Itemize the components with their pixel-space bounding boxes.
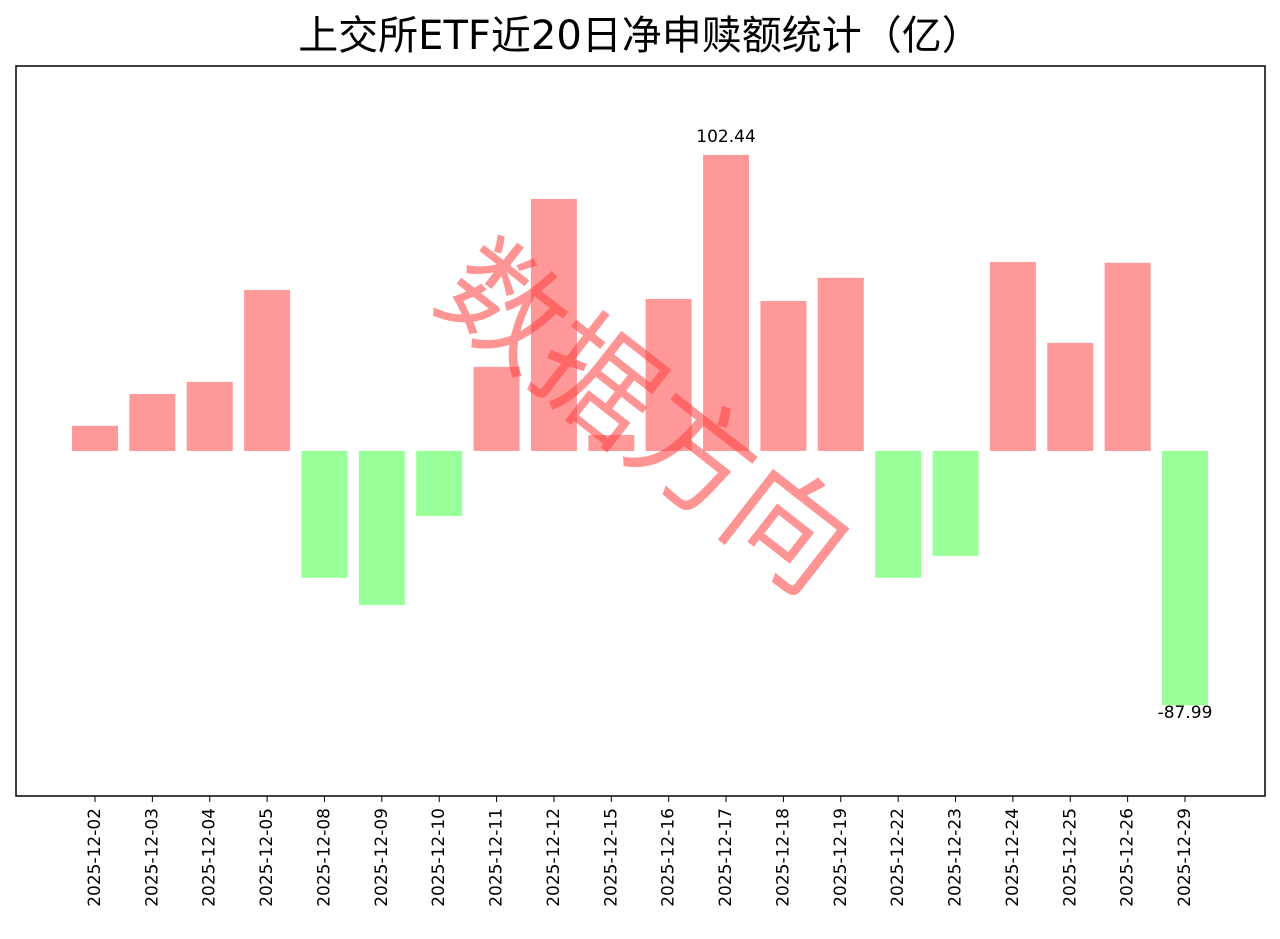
chart-title: 上交所ETF近20日净申赎额统计（亿） — [298, 13, 982, 59]
x-tick-label: 2025-12-24 — [1003, 808, 1023, 907]
bar — [244, 289, 291, 451]
bar — [301, 450, 348, 578]
bar — [875, 450, 922, 578]
bar — [358, 450, 405, 605]
x-tick-label: 2025-12-09 — [372, 808, 392, 907]
bar — [989, 261, 1036, 451]
bar — [703, 154, 750, 451]
x-tick-label: 2025-12-02 — [85, 808, 105, 907]
value-label: 102.44 — [696, 127, 755, 147]
x-tick-label: 2025-12-17 — [716, 808, 736, 907]
bar — [473, 366, 520, 451]
plot-frame — [15, 65, 1266, 797]
x-tick-label: 2025-12-10 — [429, 808, 449, 907]
bar — [1047, 342, 1094, 451]
x-tick-label: 2025-12-25 — [1060, 808, 1080, 907]
x-tick-label: 2025-12-12 — [544, 808, 564, 907]
bar — [645, 298, 692, 451]
x-tick-label: 2025-12-05 — [257, 808, 277, 907]
bar — [72, 425, 118, 451]
x-tick-label: 2025-12-18 — [773, 808, 793, 907]
bar — [932, 450, 979, 556]
bar — [1162, 450, 1208, 706]
x-tick-label: 2025-12-15 — [601, 808, 621, 907]
bar — [1104, 262, 1151, 451]
x-tick-label: 2025-12-08 — [314, 808, 334, 907]
bar — [760, 300, 807, 451]
x-tick-label: 2025-12-03 — [142, 808, 162, 907]
x-tick-label: 2025-12-19 — [831, 808, 851, 907]
x-tick-label: 2025-12-23 — [946, 808, 966, 907]
x-tick-label: 2025-12-22 — [888, 808, 908, 907]
bar — [530, 198, 577, 451]
bar — [416, 450, 463, 516]
value-label: -87.99 — [1158, 703, 1213, 723]
bar — [129, 394, 176, 451]
bar — [186, 381, 233, 451]
x-tick-label: 2025-12-29 — [1175, 808, 1195, 907]
bar — [817, 277, 864, 451]
x-tick-label: 2025-12-16 — [659, 808, 679, 907]
bar — [588, 435, 635, 451]
x-tick-label: 2025-12-26 — [1118, 808, 1138, 907]
x-tick-label: 2025-12-11 — [487, 808, 507, 907]
x-tick-label: 2025-12-04 — [200, 808, 220, 907]
